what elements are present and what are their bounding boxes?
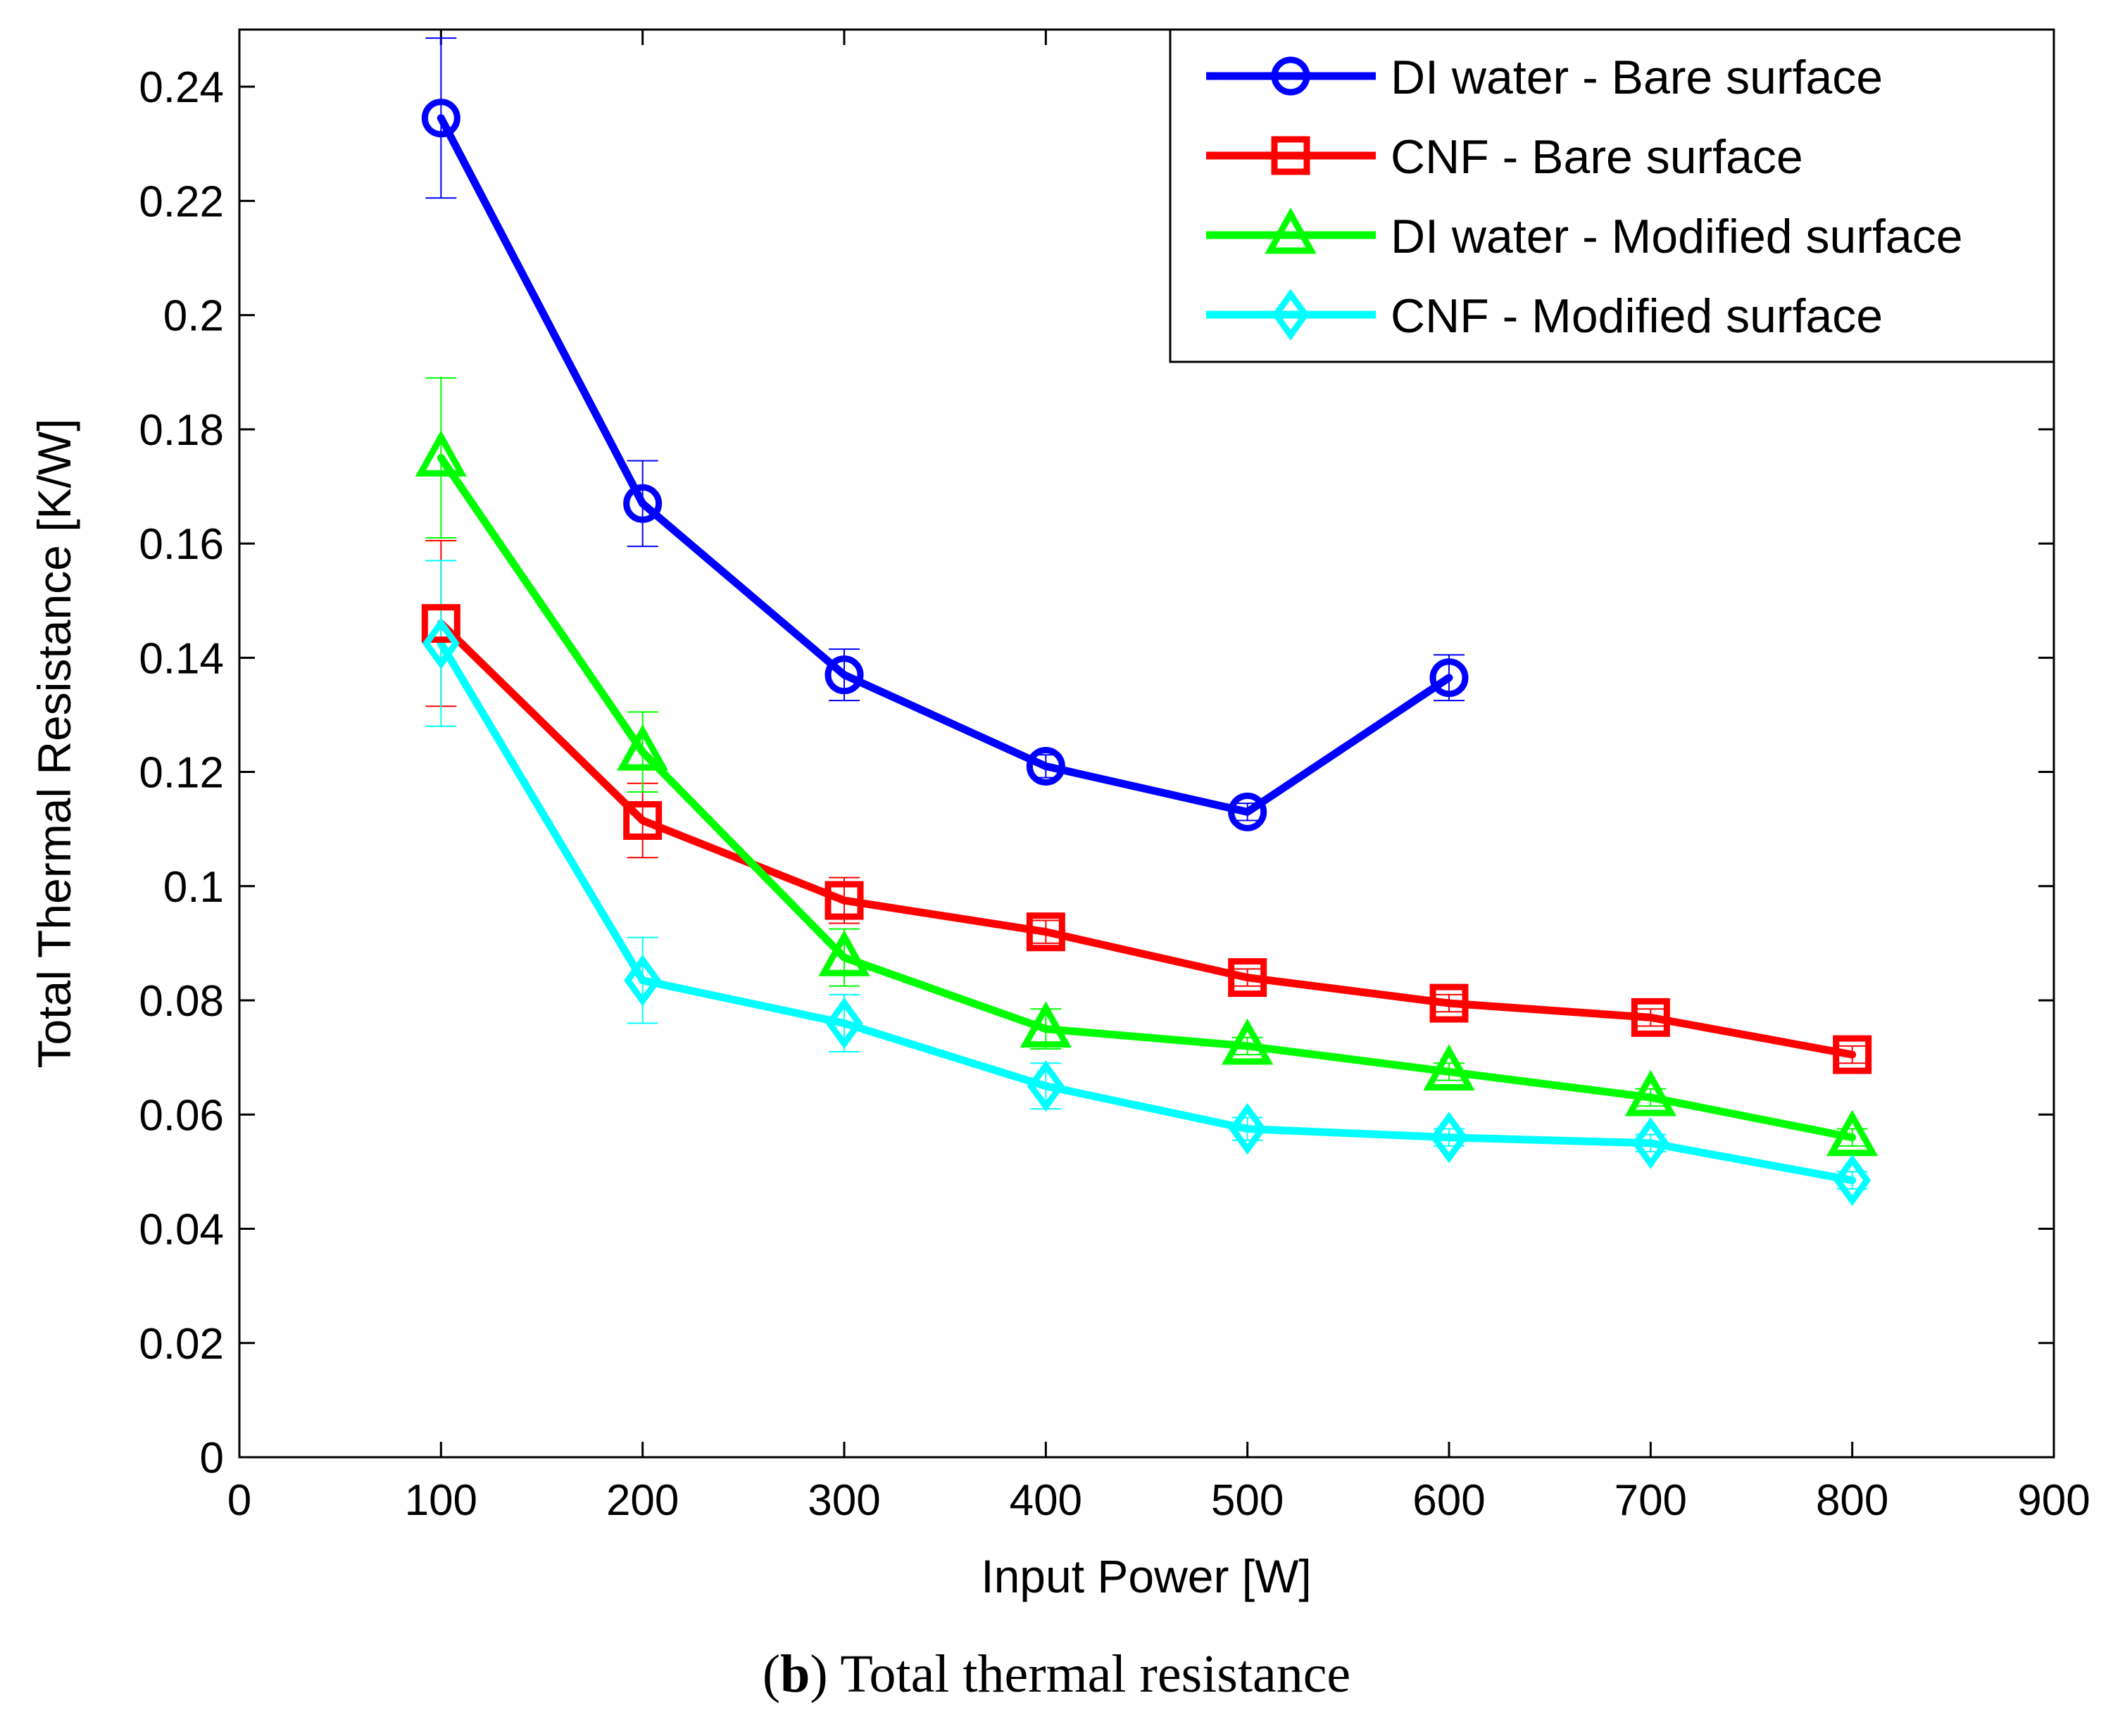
x-tick-label: 900 <box>2017 1476 2090 1525</box>
x-tick-label: 200 <box>606 1476 679 1525</box>
y-tick-label: 0 <box>200 1434 224 1483</box>
y-tick-label: 0.12 <box>139 749 224 798</box>
square-marker <box>421 604 460 643</box>
square-marker <box>1429 983 1469 1023</box>
x-tick-label: 100 <box>405 1476 477 1525</box>
circle-marker <box>1429 658 1469 698</box>
series-line <box>437 619 1857 1059</box>
x-tick-label: 700 <box>1614 1476 1687 1525</box>
y-tick-label: 0.1 <box>163 863 224 912</box>
circle-marker <box>1271 56 1310 96</box>
x-tick-label: 300 <box>808 1476 880 1525</box>
x-tick-label: 500 <box>1211 1476 1284 1525</box>
circle-marker <box>1026 746 1065 786</box>
square-marker <box>1271 136 1310 175</box>
x-tick-label: 800 <box>1816 1476 1888 1525</box>
legend-label: DI water - Modified surface <box>1391 210 1963 263</box>
diamond-marker <box>422 617 460 669</box>
triangle-marker <box>1423 1044 1475 1090</box>
y-axis-title: Total Thermal Resistance [K/W] <box>28 418 80 1068</box>
y-tick-label: 0.06 <box>139 1091 224 1140</box>
square-marker <box>1228 958 1267 998</box>
figure-caption: (b) Total thermal resistance <box>0 1644 2113 1705</box>
diamond-marker <box>1229 1102 1267 1155</box>
circle-marker <box>824 655 864 695</box>
circle-marker <box>1228 792 1267 831</box>
y-tick-label: 0.16 <box>139 520 224 569</box>
diamond-marker <box>1833 1154 1871 1207</box>
square-marker <box>1833 1035 1872 1074</box>
triangle-marker <box>1826 1109 1879 1157</box>
x-tick-labels: 0 100 200 300 400 500 600 700 800 900 <box>227 1476 2090 1525</box>
x-axis-title: Input Power [W] <box>981 1550 1312 1602</box>
diamond-marker <box>1272 289 1310 341</box>
square-marker <box>1631 998 1670 1037</box>
triangle-marker <box>415 430 467 477</box>
series-lines <box>437 114 1857 1185</box>
y-tick-labels: 0 0.02 0.04 0.06 0.08 0.1 0.12 0.14 0.16 0.18 0.2 0… <box>139 63 224 1483</box>
legend-label: DI water - Bare surface <box>1391 51 1883 104</box>
axis-ticks <box>238 30 2055 1459</box>
legend: DI water - Bare surface CNF - Bare surfac… <box>1169 28 2055 363</box>
square-marker <box>1026 912 1065 952</box>
legend-items: DI water - Bare surface CNF - Bare surfac… <box>1206 51 1963 343</box>
legend-label: CNF - Modified surface <box>1391 289 1883 343</box>
triangle-marker <box>1265 207 1317 254</box>
legend-label: CNF - Bare surface <box>1391 130 1803 184</box>
series-line <box>437 639 1857 1185</box>
x-tick-label: 0 <box>227 1476 251 1525</box>
y-tick-label: 0.22 <box>139 177 224 226</box>
y-tick-label: 0.02 <box>139 1320 224 1369</box>
triangle-marker <box>617 724 669 771</box>
diamond-marker <box>624 954 662 1007</box>
y-tick-label: 0.24 <box>139 63 224 112</box>
y-tick-label: 0.18 <box>139 406 224 455</box>
series-markers <box>415 99 1879 1207</box>
triangle-marker <box>1624 1069 1676 1117</box>
diamond-marker <box>1631 1117 1669 1169</box>
triangle-marker <box>818 929 870 976</box>
y-tick-label: 0.04 <box>139 1206 224 1254</box>
legend-box <box>1169 28 2055 363</box>
triangle-marker <box>1222 1018 1274 1065</box>
diamond-marker <box>825 997 863 1050</box>
diamond-marker <box>1027 1060 1065 1112</box>
circle-marker <box>421 99 460 138</box>
series-line <box>437 114 1453 816</box>
y-tick-label: 0.08 <box>139 977 224 1026</box>
y-tick-label: 0.14 <box>139 634 224 683</box>
circle-marker <box>623 484 663 523</box>
caption-letter: b <box>780 1644 810 1704</box>
caption-open: ( <box>762 1644 781 1704</box>
y-tick-label: 0.2 <box>163 292 224 341</box>
square-marker <box>824 881 864 920</box>
x-tick-label: 600 <box>1412 1476 1485 1525</box>
triangle-marker <box>1020 1001 1072 1048</box>
x-tick-label: 400 <box>1010 1476 1082 1525</box>
caption-text: ) Total thermal resistance <box>810 1644 1351 1704</box>
series-line <box>437 453 1857 1142</box>
diamond-marker <box>1430 1112 1468 1164</box>
square-marker <box>623 801 663 841</box>
